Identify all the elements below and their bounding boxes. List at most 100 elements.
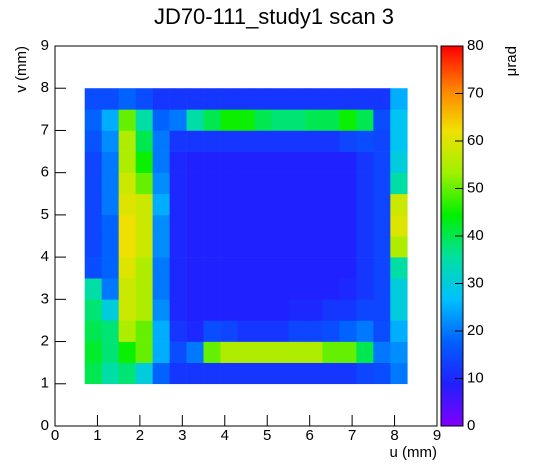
heat-cell bbox=[356, 88, 374, 110]
x-tick-label: 9 bbox=[433, 427, 441, 444]
heat-cell bbox=[220, 299, 238, 321]
heat-cell bbox=[203, 193, 221, 216]
heat-cell bbox=[118, 236, 136, 258]
heat-cell bbox=[271, 341, 289, 363]
y-tick-label: 9 bbox=[41, 37, 49, 54]
heat-cell bbox=[203, 320, 221, 342]
heat-cell bbox=[203, 236, 221, 258]
x-tick-label: 6 bbox=[305, 427, 313, 444]
heat-cell bbox=[339, 341, 357, 363]
heat-cell bbox=[169, 172, 187, 195]
colorbar-tick-label: 60 bbox=[467, 132, 484, 149]
heat-cell bbox=[169, 236, 187, 258]
heat-cell bbox=[169, 130, 187, 152]
heat-cell bbox=[152, 362, 170, 385]
heat-cell bbox=[356, 109, 374, 131]
heat-cell bbox=[135, 193, 153, 216]
heat-cell bbox=[237, 109, 255, 131]
heat-cell bbox=[288, 130, 306, 152]
heat-cell bbox=[135, 320, 153, 342]
x-tick-label: 7 bbox=[348, 427, 356, 444]
heat-cell bbox=[390, 257, 408, 279]
heat-cell bbox=[339, 172, 357, 195]
heat-cell bbox=[186, 193, 204, 216]
heat-cell bbox=[118, 257, 136, 279]
heat-cell bbox=[135, 362, 153, 385]
heat-cell bbox=[118, 151, 136, 173]
heat-cell bbox=[169, 109, 187, 131]
heat-cell bbox=[152, 151, 170, 173]
heat-cell bbox=[254, 88, 272, 110]
heat-cell bbox=[186, 320, 204, 342]
heat-cell bbox=[305, 88, 323, 110]
colorbar-tick-label: 30 bbox=[467, 274, 484, 291]
heat-cell bbox=[305, 320, 323, 342]
heat-cell bbox=[203, 130, 221, 152]
heat-cell bbox=[237, 130, 255, 152]
heat-cell bbox=[118, 214, 136, 237]
heat-cell bbox=[288, 236, 306, 258]
heat-cell bbox=[305, 109, 323, 131]
heat-cell bbox=[288, 172, 306, 195]
heat-cell bbox=[152, 172, 170, 195]
heat-cell bbox=[135, 151, 153, 173]
y-tick-label: 0 bbox=[41, 417, 49, 434]
heat-cell bbox=[305, 236, 323, 258]
heat-cell bbox=[305, 193, 323, 216]
heat-cell bbox=[356, 236, 374, 258]
heat-cell bbox=[101, 320, 119, 342]
heat-cell bbox=[356, 130, 374, 152]
heat-cell bbox=[271, 193, 289, 216]
heat-cell bbox=[271, 278, 289, 300]
heat-cell bbox=[220, 257, 238, 279]
heat-cell bbox=[152, 109, 170, 131]
heat-cell bbox=[339, 320, 357, 342]
x-tick-label: 1 bbox=[93, 427, 101, 444]
heat-cell bbox=[390, 193, 408, 216]
heat-cell bbox=[305, 299, 323, 321]
heat-cell bbox=[186, 236, 204, 258]
y-tick-label: 6 bbox=[41, 164, 49, 181]
heat-cell bbox=[84, 236, 102, 258]
colorbar-tick-label: 20 bbox=[467, 322, 484, 339]
heat-cell bbox=[220, 193, 238, 216]
heat-cell bbox=[84, 299, 102, 321]
heat-cell bbox=[118, 109, 136, 131]
heat-cell bbox=[169, 341, 187, 363]
colorbar-tick-label: 70 bbox=[467, 84, 484, 101]
heat-cell bbox=[101, 151, 119, 173]
heat-cell bbox=[152, 278, 170, 300]
heat-cell bbox=[271, 130, 289, 152]
heat-cell bbox=[101, 88, 119, 110]
heat-cell bbox=[186, 88, 204, 110]
heat-cell bbox=[220, 236, 238, 258]
heat-cell bbox=[339, 88, 357, 110]
heat-cell bbox=[101, 236, 119, 258]
heat-cell bbox=[220, 320, 238, 342]
heat-cell bbox=[373, 278, 391, 300]
heat-cell bbox=[254, 257, 272, 279]
heat-cell bbox=[101, 362, 119, 385]
heat-cell bbox=[390, 236, 408, 258]
heat-cell bbox=[271, 320, 289, 342]
heat-cell bbox=[373, 341, 391, 363]
y-tick-label: 7 bbox=[41, 121, 49, 138]
heat-cell bbox=[118, 299, 136, 321]
heat-cell bbox=[390, 362, 408, 385]
heat-cell bbox=[254, 299, 272, 321]
heat-cell bbox=[288, 109, 306, 131]
heat-cell bbox=[135, 236, 153, 258]
heat-cell bbox=[101, 278, 119, 300]
heat-cell bbox=[322, 88, 340, 110]
x-axis-label: u (mm) bbox=[390, 444, 438, 461]
heat-cell bbox=[203, 341, 221, 363]
heat-cell bbox=[288, 193, 306, 216]
heat-cell bbox=[339, 257, 357, 279]
heat-cell bbox=[322, 341, 340, 363]
heat-cell bbox=[339, 236, 357, 258]
heat-cell bbox=[237, 214, 255, 237]
heat-cell bbox=[271, 214, 289, 237]
heat-cell bbox=[237, 172, 255, 195]
heat-cell bbox=[373, 257, 391, 279]
y-axis-label: v (mm) bbox=[13, 46, 30, 93]
